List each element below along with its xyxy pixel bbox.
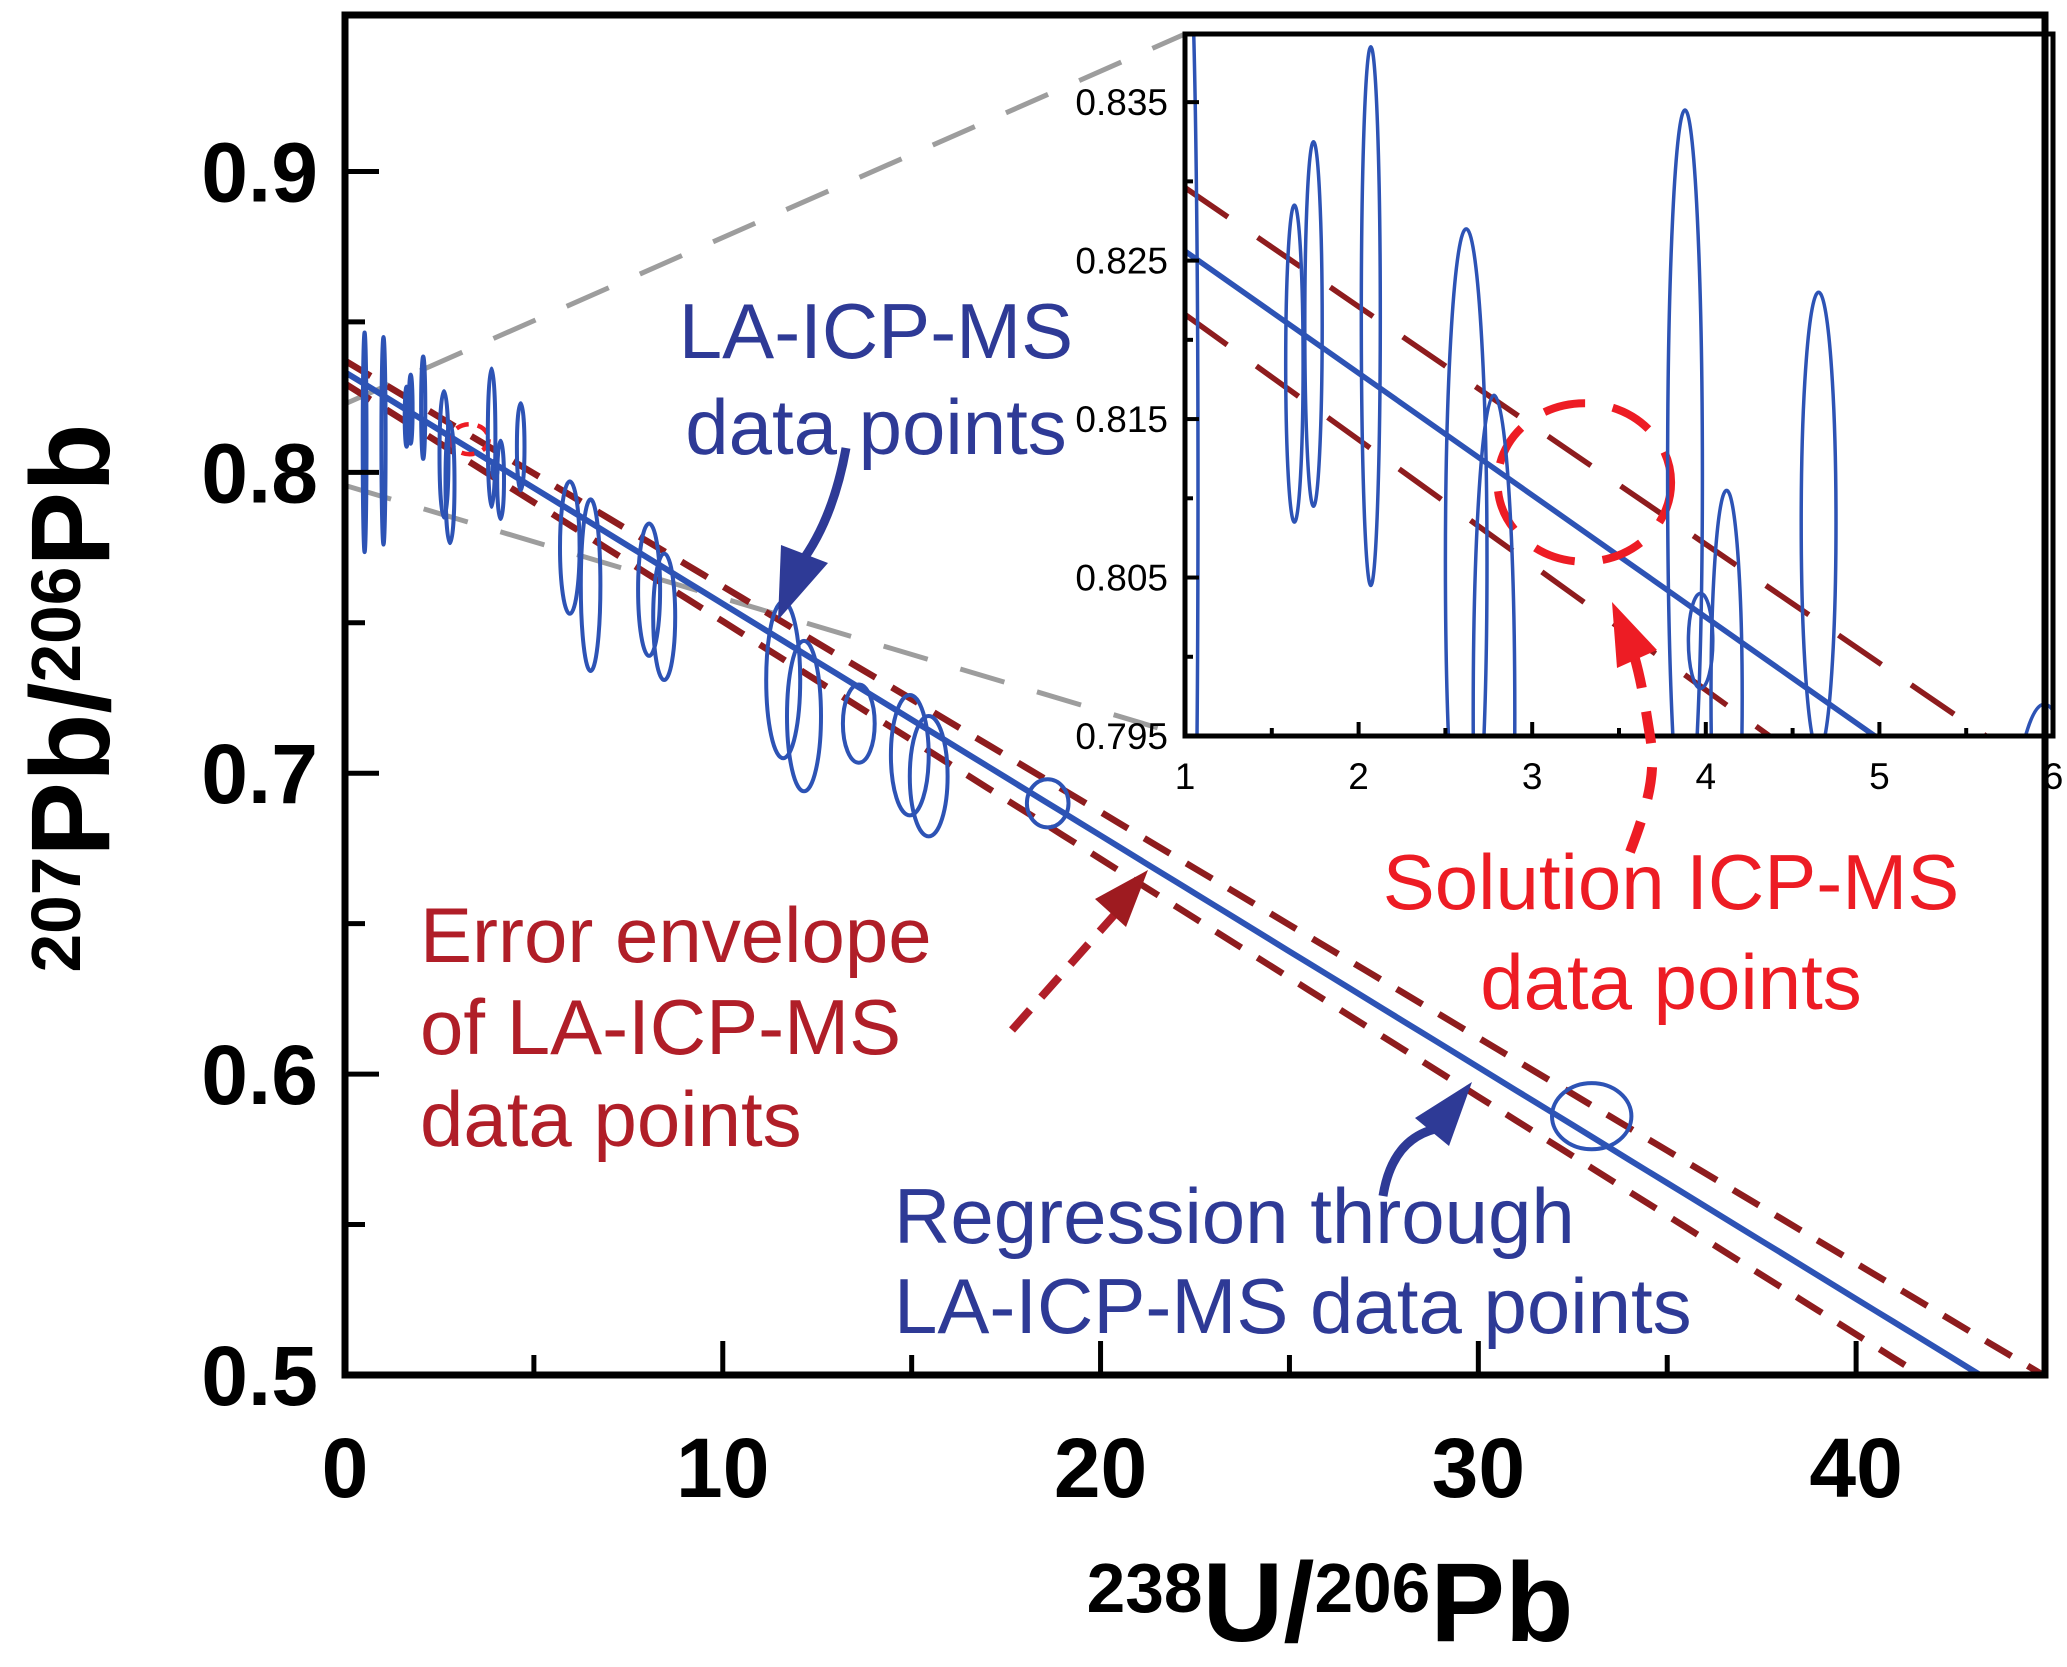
y-tick-label: 0.6 — [201, 1028, 318, 1122]
data-ellipse — [495, 438, 507, 521]
x-tick-label: 10 — [676, 1421, 769, 1515]
data-ellipse — [485, 366, 498, 509]
data-ellipse — [1709, 488, 1744, 736]
x-tick-label: 2 — [1348, 756, 1369, 797]
data-ellipse — [1024, 777, 1071, 830]
x-tick-label: 20 — [1054, 1421, 1147, 1515]
la-label-line2: data points — [685, 382, 1067, 471]
data-ellipse — [1359, 44, 1383, 588]
x-tick-label: 40 — [1809, 1421, 1902, 1515]
solution-label-line1: Solution ICP-MS — [1382, 838, 1960, 926]
data-ellipse — [1471, 393, 1517, 736]
y-tick-label: 0.815 — [1075, 399, 1168, 440]
error-label-line1: Error envelope — [420, 891, 932, 979]
x-axis-title: 238U/206Pb — [930, 1538, 1730, 1667]
data-ellipse — [379, 335, 388, 547]
error-envelope-arrow — [1009, 870, 1148, 1033]
x-tick-label: 1 — [1175, 756, 1196, 797]
data-ellipse — [785, 638, 823, 794]
solution-data-points-arrow — [1612, 602, 1658, 854]
regression-line — [345, 369, 1986, 1375]
data-ellipse — [1665, 108, 1705, 736]
x-tick-label: 4 — [1696, 756, 1717, 797]
data-ellipse — [2023, 702, 2053, 736]
data-ellipse — [1550, 1081, 1634, 1152]
data-ellipse — [437, 389, 451, 520]
data-ellipse — [651, 551, 678, 682]
data-ellipse — [558, 479, 582, 616]
regression-label-line2: LA-ICP-MS data points — [894, 1261, 1692, 1350]
data-ellipse — [1799, 290, 1838, 736]
x-tick-label: 3 — [1522, 756, 1543, 797]
data-ellipse — [419, 354, 428, 461]
x-title-base-pb: Pb — [1430, 1540, 1574, 1665]
y-tick-label: 0.825 — [1075, 241, 1168, 282]
solution-icp-ms-label: Solution ICP-MS data points — [1321, 833, 2021, 1033]
y-title-base-pb2: Pb — [8, 423, 133, 567]
data-ellipse — [1303, 140, 1324, 508]
data-ellipse — [888, 693, 931, 818]
x-title-sup-238: 238 — [1086, 1548, 1203, 1627]
la-data-points-arrow — [778, 447, 851, 620]
y-tick-label: 0.795 — [1075, 716, 1168, 757]
y-tick-label: 0.9 — [201, 125, 318, 219]
solution-label-line2: data points — [1480, 937, 1862, 1026]
error-envelope-lower — [345, 380, 1927, 1375]
la-label-line1: LA-ICP-MS — [678, 287, 1074, 375]
x-title-base-u: U/ — [1202, 1540, 1315, 1665]
error-label-line3: data points — [420, 1075, 802, 1164]
y-title-sup-207: 207 — [16, 856, 95, 973]
data-ellipse — [514, 401, 527, 493]
error-label-line2: of LA-ICP-MS — [420, 983, 902, 1072]
main-axis-ticks: 0 10 20 30 40 0.5 0.6 0.7 0.8 0.9 — [201, 125, 2048, 1515]
data-ellipse — [1443, 227, 1489, 736]
y-tick-label: 0.5 — [201, 1329, 318, 1423]
solution-icp-ms-ellipse — [1493, 399, 1676, 566]
generated-plot-layers: 0 10 20 30 40 0.5 0.6 0.7 0.8 0.9 1 2 3 4 5 6 0.795 0.805… — [201, 11, 2063, 1515]
data-ellipse — [636, 521, 663, 658]
y-axis-title: 207Pb/206Pb — [6, 248, 146, 1148]
x-title-sup-206: 206 — [1314, 1548, 1431, 1627]
annotation-arrows — [778, 447, 1658, 1197]
regression-label-line1: Regression through — [894, 1172, 1575, 1260]
y-title-base-pb1: Pb/ — [8, 682, 133, 857]
inset-connector-lines — [345, 31, 1187, 739]
la-icp-ms-data-points-label: LA-ICP-MS data points — [546, 284, 1206, 476]
y-tick-label: 0.8 — [201, 426, 318, 520]
data-ellipse — [1185, 34, 1200, 736]
inset-axis-ticks: 1 2 3 4 5 6 0.795 0.805 0.815 0.825 0.835 — [1075, 82, 2063, 797]
x-tick-label: 6 — [2043, 756, 2064, 797]
y-tick-label: 0.7 — [201, 727, 318, 821]
x-tick-label: 30 — [1432, 1421, 1525, 1515]
error-envelope-upper — [345, 357, 2045, 1375]
regression-arrow — [1378, 1082, 1472, 1197]
data-ellipse — [1283, 203, 1305, 524]
y-title-sup-206: 206 — [16, 566, 95, 683]
data-ellipse — [840, 682, 877, 765]
data-ellipse — [406, 372, 415, 446]
regression-label: Regression through LA-ICP-MS data points — [894, 1172, 1754, 1351]
x-tick-label: 5 — [1869, 756, 1890, 797]
main-plot-frame — [341, 11, 2049, 1379]
x-tick-label: 0 — [322, 1421, 369, 1515]
data-ellipse — [907, 714, 950, 839]
main-plot-area — [345, 330, 2045, 1375]
data-ellipse — [443, 420, 457, 546]
data-ellipse — [360, 330, 369, 555]
data-ellipse — [578, 497, 603, 674]
y-tick-label: 0.835 — [1075, 82, 1168, 123]
y-tick-label: 0.805 — [1075, 558, 1168, 599]
error-envelope-label: Error envelope of LA-ICP-MS data points — [420, 889, 1140, 1165]
